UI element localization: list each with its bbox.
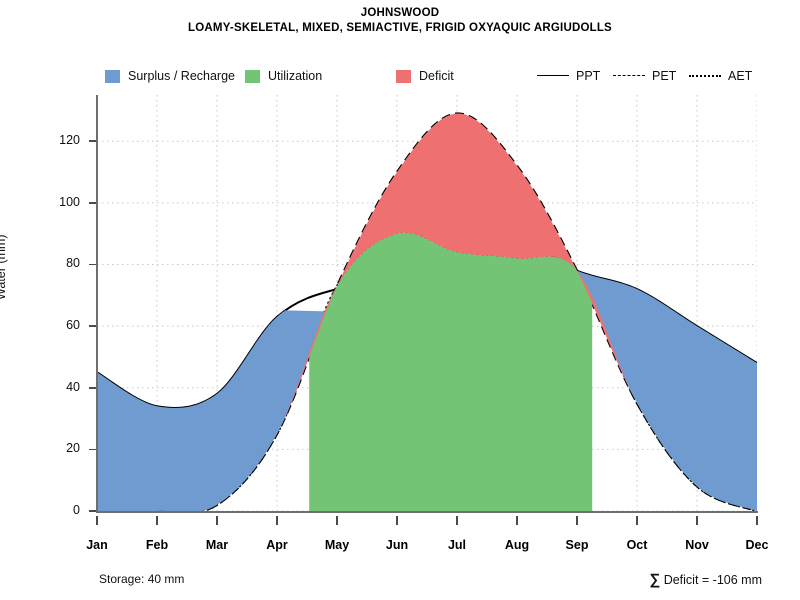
x-axis-tick-label: May	[324, 538, 350, 552]
x-axis-tick-label: Dec	[745, 538, 769, 552]
legend-swatch-surplus-recharge	[105, 69, 120, 83]
y-axis-label: Water (mm)	[0, 234, 8, 301]
storage-annotation: Storage: 40 mm	[99, 572, 185, 586]
x-axis-tick-mark	[516, 516, 518, 525]
y-axis-line	[96, 95, 98, 512]
x-axis-tick-label: Feb	[145, 538, 169, 552]
legend-item-aet: AET	[689, 64, 752, 88]
x-axis-tick-label: Jul	[447, 538, 467, 552]
y-axis-tick-mark	[89, 510, 96, 512]
y-axis-tick-mark	[89, 448, 96, 451]
y-axis-tick-mark	[89, 263, 96, 266]
area-surplus-recharge	[97, 310, 327, 511]
y-axis-tick-mark	[89, 202, 96, 204]
legend-item-utilization: Utilization	[245, 64, 322, 88]
deficit-annotation-text: Deficit = -106 mm	[660, 573, 762, 587]
x-axis-tick-label: Jun	[385, 538, 409, 552]
x-axis-tick-label: Sep	[565, 538, 589, 552]
x-axis-line	[96, 511, 758, 513]
x-axis-tick-mark	[276, 516, 278, 525]
y-axis-tick-label: 20	[66, 441, 80, 456]
x-axis-tick-mark	[156, 516, 158, 525]
area-utilization	[309, 232, 593, 511]
y-axis-tick-label: 60	[66, 318, 80, 333]
legend-item-ppt: PPT	[537, 64, 600, 88]
x-axis-tick-mark	[636, 516, 638, 525]
y-axis-tick-mark	[89, 386, 96, 389]
plot-svg	[97, 95, 757, 511]
legend-label-deficit: Deficit	[419, 69, 454, 83]
x-axis-tick-mark	[756, 516, 758, 525]
page-title: JOHNSWOOD	[360, 7, 440, 19]
deficit-annotation: ∑ Deficit = -106 mm	[650, 571, 762, 588]
x-axis-tick-label: Aug	[504, 538, 530, 552]
legend-item-pet: PET	[613, 64, 676, 88]
y-axis-tick-mark	[89, 140, 96, 143]
chart-title-block: JOHNSWOOD LOAMY-SKELETAL, MIXED, SEMIACT…	[0, 6, 800, 36]
x-axis-tick-mark	[336, 516, 338, 525]
legend-label-surplus-recharge: Surplus / Recharge	[128, 69, 236, 83]
x-axis-tick-label: Apr	[266, 538, 288, 552]
sigma-icon: ∑	[649, 571, 661, 588]
y-axis-tick-label: 80	[66, 256, 80, 271]
plot-area	[97, 95, 757, 511]
legend-label-ppt: PPT	[576, 69, 601, 83]
x-axis-tick-label: Mar	[205, 538, 229, 552]
legend-line-dashed-icon	[613, 70, 645, 82]
x-axis-tick-mark	[696, 516, 698, 525]
page-subtitle: LOAMY-SKELETAL, MIXED, SEMIACTIVE, FRIGI…	[188, 22, 612, 34]
legend-item-surplus-recharge: Surplus / Recharge	[105, 64, 235, 88]
legend-label-utilization: Utilization	[268, 69, 323, 83]
area-surplus-recharge	[558, 259, 757, 511]
x-axis-tick-mark	[456, 516, 458, 525]
legend-item-deficit: Deficit	[396, 64, 454, 88]
chart-legend: Surplus / Recharge Utilization Deficit P…	[0, 64, 800, 88]
x-axis-tick-mark	[96, 516, 98, 525]
legend-swatch-deficit	[396, 69, 411, 83]
x-axis-tick-label: Jan	[86, 538, 108, 552]
x-axis-tick-label: Oct	[626, 538, 648, 552]
series-line-aet	[97, 231, 757, 511]
legend-line-dotted-icon	[689, 70, 721, 82]
y-axis-tick-mark	[89, 325, 96, 327]
x-axis-tick-label: Nov	[685, 538, 709, 552]
y-axis-tick-label: 40	[66, 379, 80, 394]
legend-line-solid-icon	[537, 70, 569, 82]
x-axis-tick-mark	[576, 516, 578, 525]
area-deficit	[202, 113, 754, 511]
legend-swatch-utilization	[245, 69, 260, 83]
y-axis-tick-label: 100	[59, 194, 80, 209]
y-axis-tick-label: 0	[73, 503, 80, 517]
legend-label-aet: AET	[728, 69, 753, 83]
x-axis-tick-mark	[216, 516, 218, 525]
legend-label-pet: PET	[652, 69, 677, 83]
y-axis-tick-label: 120	[59, 133, 80, 148]
x-axis-tick-mark	[396, 516, 398, 525]
